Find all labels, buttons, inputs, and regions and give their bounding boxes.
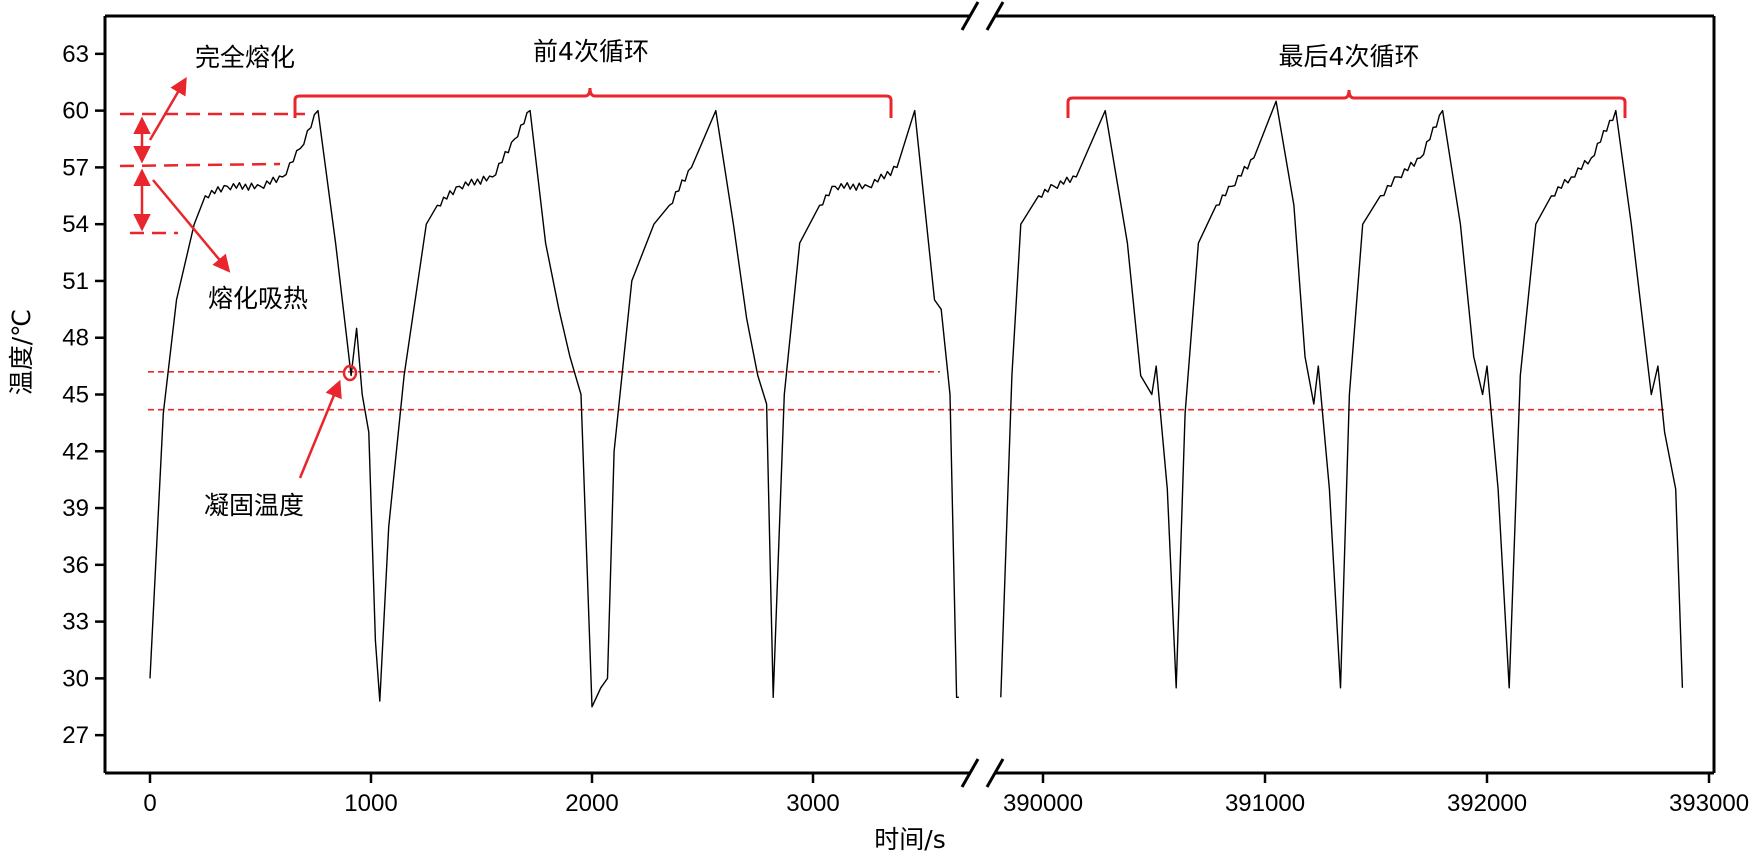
x-tick-label: 3000 bbox=[786, 790, 839, 817]
axis-break-slash bbox=[960, 758, 980, 788]
y-tick-label: 63 bbox=[62, 41, 89, 68]
y-tick-label: 45 bbox=[62, 382, 89, 409]
y-tick-label: 36 bbox=[62, 552, 89, 579]
x-axis-ticks: 0 1000 2000 3000 390000 391000 392000 393000 bbox=[143, 773, 1749, 817]
solidify-pointer-arrow bbox=[298, 379, 342, 479]
y-tick-label: 30 bbox=[62, 665, 89, 692]
y-tick-label: 57 bbox=[62, 154, 89, 181]
y-tick-label: 27 bbox=[62, 722, 89, 749]
full-melt-label: 完全熔化 bbox=[195, 43, 295, 72]
y-axis-title: 温度/℃ bbox=[7, 309, 36, 396]
melt-mid-level-line bbox=[119, 162, 281, 168]
y-tick-label: 60 bbox=[62, 98, 89, 125]
axis-break-marks bbox=[960, 1, 1005, 788]
x-tick-label: 1000 bbox=[344, 790, 397, 817]
series-line-first-cycles bbox=[149, 109, 959, 708]
x-tick-label: 391000 bbox=[1225, 790, 1305, 817]
x-tick-label: 390000 bbox=[1003, 790, 1083, 817]
axis-break-slash bbox=[985, 1, 1005, 31]
x-tick-label: 393000 bbox=[1669, 790, 1749, 817]
melt-heat-pointer-arrow bbox=[152, 179, 231, 273]
y-axis-ticks: 27 30 33 36 39 42 45 48 51 54 57 60 63 bbox=[62, 41, 105, 749]
series-line-last-cycles bbox=[1000, 100, 1684, 698]
last-four-cycles-label: 最后4次循环 bbox=[1279, 42, 1420, 71]
y-tick-label: 54 bbox=[62, 211, 89, 238]
first-four-cycles-brace bbox=[293, 87, 893, 118]
melt-heat-label: 熔化吸热 bbox=[208, 284, 308, 313]
y-tick-label: 33 bbox=[62, 609, 89, 636]
solidify-temp-label: 凝固温度 bbox=[204, 491, 304, 520]
x-tick-label: 392000 bbox=[1447, 790, 1527, 817]
last-four-cycles-brace bbox=[1066, 89, 1627, 118]
axis-break-slash bbox=[985, 758, 1005, 788]
solidify-point-circle bbox=[342, 364, 358, 382]
x-tick-label: 2000 bbox=[565, 790, 618, 817]
y-tick-label: 39 bbox=[62, 495, 89, 522]
plot-frame bbox=[103, 14, 1716, 775]
reference-lines bbox=[148, 370, 1665, 411]
y-tick-label: 51 bbox=[62, 268, 89, 295]
y-tick-label: 42 bbox=[62, 438, 89, 465]
annotations: 完全熔化 熔化吸热 凝固温度 前4次循环 最后4次循环 bbox=[119, 37, 1627, 520]
first-four-cycles-label: 前4次循环 bbox=[533, 37, 649, 66]
axis-break-slash bbox=[960, 1, 980, 31]
full-melt-pointer-arrow bbox=[148, 76, 187, 141]
y-tick-label: 48 bbox=[62, 325, 89, 352]
temperature-series bbox=[149, 100, 1684, 708]
x-axis-title: 时间/s bbox=[874, 825, 945, 854]
x-tick-label: 0 bbox=[143, 790, 156, 817]
